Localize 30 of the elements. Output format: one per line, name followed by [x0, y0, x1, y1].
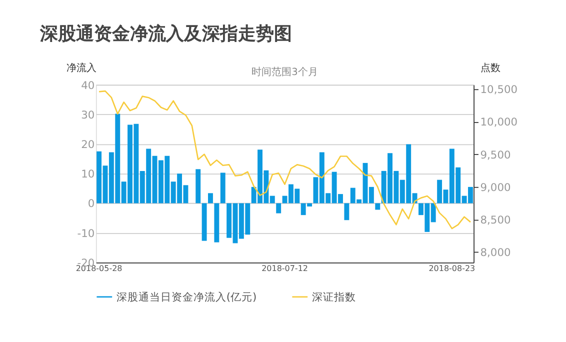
bar: [375, 203, 380, 210]
y-tick-label: 20: [81, 138, 95, 151]
y-tick-label: 0: [88, 197, 95, 210]
y-tick-label: 30: [81, 108, 95, 122]
legend-label: 深股通当日资金净流入(亿元): [116, 290, 257, 304]
chart-subtitle: 时间范围3个月: [252, 66, 318, 78]
x-tick-label: 2018-05-28: [76, 264, 122, 273]
y-axis-title: 净流入: [66, 62, 96, 74]
x-tick-label: 2018-07-12: [262, 264, 308, 273]
y2-tick-label: 8,000: [480, 246, 511, 260]
bar: [220, 172, 226, 204]
y-tick-label: 10: [81, 168, 95, 181]
x-tick-label: 2018-08-23: [428, 264, 476, 273]
y2-tick-label: 9,000: [480, 180, 511, 194]
y2-tick-label: 10,500: [480, 83, 518, 96]
bar: [276, 203, 282, 214]
y-tick-label: 40: [81, 78, 95, 92]
y2-tick-label: 10,000: [480, 116, 518, 129]
legend-label: 深证指数: [312, 290, 356, 304]
bar: [202, 203, 207, 241]
bar: [344, 203, 350, 220]
chart-title: 深股通资金净流入及深指走势图: [38, 23, 292, 44]
bar: [196, 169, 201, 204]
y-tick-label: -10: [77, 226, 95, 240]
bar: [208, 193, 213, 204]
line-series: [98, 90, 472, 230]
y2-tick-label: 9,500: [480, 148, 511, 162]
y2-axis-title: 点数: [480, 62, 501, 74]
bar: [214, 203, 220, 242]
y2-tick-label: 8,500: [480, 213, 511, 226]
